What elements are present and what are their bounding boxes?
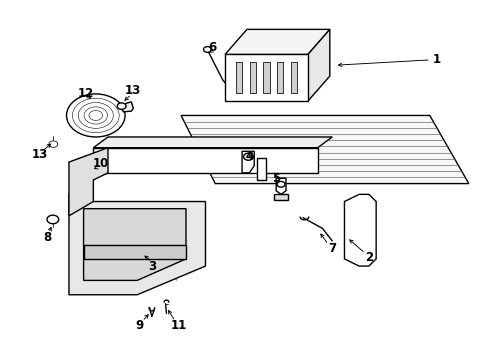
Circle shape xyxy=(117,103,126,109)
Polygon shape xyxy=(83,244,185,259)
Polygon shape xyxy=(273,194,288,200)
Bar xyxy=(277,62,283,93)
Circle shape xyxy=(47,215,59,224)
Bar xyxy=(249,62,255,93)
Text: 3: 3 xyxy=(147,260,156,273)
Polygon shape xyxy=(69,148,108,216)
Text: 5: 5 xyxy=(271,172,280,185)
Circle shape xyxy=(243,153,253,160)
Text: 8: 8 xyxy=(43,231,51,244)
Circle shape xyxy=(66,94,125,137)
Text: 4: 4 xyxy=(245,150,253,163)
Polygon shape xyxy=(69,180,205,295)
Polygon shape xyxy=(93,148,317,173)
Polygon shape xyxy=(256,158,266,180)
Circle shape xyxy=(203,46,211,52)
Text: 6: 6 xyxy=(208,41,217,54)
Polygon shape xyxy=(344,194,375,266)
Text: 7: 7 xyxy=(327,242,336,255)
Polygon shape xyxy=(224,30,329,54)
Text: 12: 12 xyxy=(78,87,94,100)
Polygon shape xyxy=(242,151,254,173)
Text: 1: 1 xyxy=(432,53,440,66)
Text: 13: 13 xyxy=(124,84,140,97)
Polygon shape xyxy=(93,137,331,148)
Text: 9: 9 xyxy=(135,319,143,332)
Bar xyxy=(290,62,297,93)
Text: 10: 10 xyxy=(92,157,108,170)
Circle shape xyxy=(49,141,58,147)
Polygon shape xyxy=(181,116,468,184)
Text: 11: 11 xyxy=(170,319,186,332)
Bar xyxy=(263,62,269,93)
Polygon shape xyxy=(83,209,185,280)
Circle shape xyxy=(277,181,285,187)
Polygon shape xyxy=(224,54,307,101)
Bar xyxy=(235,62,242,93)
Text: 2: 2 xyxy=(364,251,372,264)
Polygon shape xyxy=(122,102,133,112)
Text: 13: 13 xyxy=(32,148,48,161)
Polygon shape xyxy=(307,30,329,101)
Polygon shape xyxy=(276,178,285,194)
